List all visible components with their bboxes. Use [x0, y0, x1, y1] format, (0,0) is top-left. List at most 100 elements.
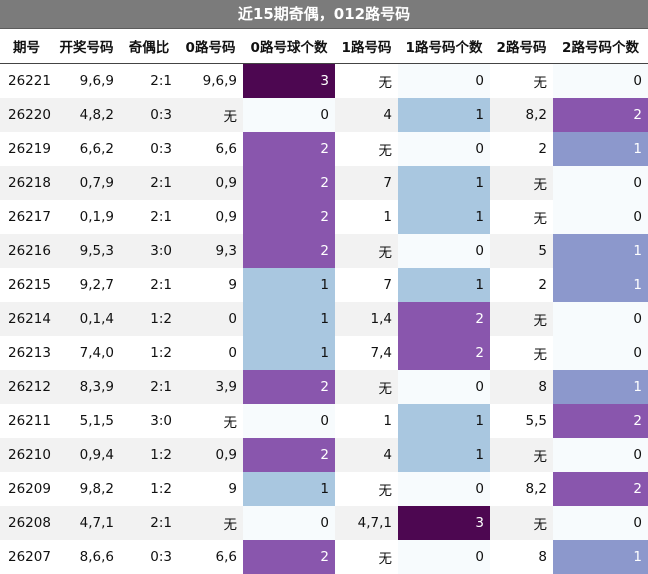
route0-numbers-cell: 6,6 — [178, 132, 243, 166]
route1-numbers-cell: 无 — [335, 132, 398, 166]
route0-numbers-cell: 0,9 — [178, 166, 243, 200]
route0-count-cell: 2 — [243, 438, 335, 472]
draw-numbers-cell: 9,6,9 — [53, 63, 120, 98]
issue-cell: 26214 — [0, 302, 53, 336]
route1-count-cell: 1 — [398, 200, 490, 234]
draw-numbers-cell: 7,4,0 — [53, 336, 120, 370]
route0-count-cell: 2 — [243, 370, 335, 404]
route0-numbers-cell: 6,6 — [178, 540, 243, 574]
route0-count-cell: 1 — [243, 302, 335, 336]
route1-numbers-cell: 无 — [335, 472, 398, 506]
odd-even-cell: 0:3 — [120, 132, 178, 166]
header-route0-numbers: 0路号码 — [178, 29, 243, 64]
issue-cell: 26213 — [0, 336, 53, 370]
odd-even-cell: 0:3 — [120, 540, 178, 574]
draw-numbers-cell: 8,6,6 — [53, 540, 120, 574]
odd-even-cell: 2:1 — [120, 200, 178, 234]
route0-count-cell: 2 — [243, 132, 335, 166]
table-title: 近15期奇偶，012路号码 — [0, 0, 648, 29]
issue-cell: 26218 — [0, 166, 53, 200]
route1-count-cell: 0 — [398, 63, 490, 98]
route0-numbers-cell: 9 — [178, 268, 243, 302]
header-row: 期号 开奖号码 奇偶比 0路号码 0路号球个数 1路号码 1路号码个数 2路号码… — [0, 29, 648, 64]
table-row: 26212 8,3,9 2:1 3,9 2 无 0 8 1 — [0, 370, 648, 404]
route2-count-cell: 2 — [553, 472, 648, 506]
odd-even-cell: 0:3 — [120, 98, 178, 132]
route1-count-cell: 1 — [398, 404, 490, 438]
table-row: 26219 6,6,2 0:3 6,6 2 无 0 2 1 — [0, 132, 648, 166]
draw-numbers-cell: 0,1,4 — [53, 302, 120, 336]
route1-count-cell: 0 — [398, 370, 490, 404]
table-row: 26214 0,1,4 1:2 0 1 1,4 2 无 0 — [0, 302, 648, 336]
route1-count-cell: 0 — [398, 234, 490, 268]
route2-numbers-cell: 无 — [490, 200, 553, 234]
draw-numbers-cell: 6,6,2 — [53, 132, 120, 166]
route1-numbers-cell: 1 — [335, 404, 398, 438]
table-row: 26213 7,4,0 1:2 0 1 7,4 2 无 0 — [0, 336, 648, 370]
route0-count-cell: 2 — [243, 200, 335, 234]
route1-count-cell: 0 — [398, 132, 490, 166]
issue-cell: 26208 — [0, 506, 53, 540]
route1-numbers-cell: 4 — [335, 438, 398, 472]
header-issue: 期号 — [0, 29, 53, 64]
header-route0-count: 0路号球个数 — [243, 29, 335, 64]
table-row: 26211 5,1,5 3:0 无 0 1 1 5,5 2 — [0, 404, 648, 438]
route2-count-cell: 0 — [553, 200, 648, 234]
issue-cell: 26219 — [0, 132, 53, 166]
route1-numbers-cell: 1 — [335, 200, 398, 234]
route2-numbers-cell: 2 — [490, 132, 553, 166]
header-odd-even-ratio: 奇偶比 — [120, 29, 178, 64]
route0-numbers-cell: 无 — [178, 506, 243, 540]
route2-numbers-cell: 无 — [490, 336, 553, 370]
odd-even-cell: 1:2 — [120, 472, 178, 506]
route2-count-cell: 0 — [553, 506, 648, 540]
route2-numbers-cell: 无 — [490, 506, 553, 540]
route1-numbers-cell: 无 — [335, 234, 398, 268]
route1-count-cell: 1 — [398, 438, 490, 472]
route1-numbers-cell: 无 — [335, 63, 398, 98]
route0-count-cell: 0 — [243, 98, 335, 132]
draw-numbers-cell: 0,1,9 — [53, 200, 120, 234]
route1-count-cell: 1 — [398, 166, 490, 200]
table-row: 26210 0,9,4 1:2 0,9 2 4 1 无 0 — [0, 438, 648, 472]
header-route2-numbers: 2路号码 — [490, 29, 553, 64]
route2-numbers-cell: 8 — [490, 540, 553, 574]
route2-numbers-cell: 2 — [490, 268, 553, 302]
table-row: 26220 4,8,2 0:3 无 0 4 1 8,2 2 — [0, 98, 648, 132]
odd-even-cell: 1:2 — [120, 438, 178, 472]
route0-count-cell: 1 — [243, 472, 335, 506]
route1-numbers-cell: 1,4 — [335, 302, 398, 336]
issue-cell: 26220 — [0, 98, 53, 132]
route0-numbers-cell: 0,9 — [178, 200, 243, 234]
table-row: 26209 9,8,2 1:2 9 1 无 0 8,2 2 — [0, 472, 648, 506]
route0-numbers-cell: 9,3 — [178, 234, 243, 268]
odd-even-cell: 2:1 — [120, 166, 178, 200]
issue-cell: 26209 — [0, 472, 53, 506]
issue-cell: 26210 — [0, 438, 53, 472]
table-row: 26207 8,6,6 0:3 6,6 2 无 0 8 1 — [0, 540, 648, 574]
odd-even-cell: 3:0 — [120, 234, 178, 268]
route2-numbers-cell: 无 — [490, 63, 553, 98]
table-row: 26218 0,7,9 2:1 0,9 2 7 1 无 0 — [0, 166, 648, 200]
table-row: 26215 9,2,7 2:1 9 1 7 1 2 1 — [0, 268, 648, 302]
issue-cell: 26215 — [0, 268, 53, 302]
route0-numbers-cell: 0,9 — [178, 438, 243, 472]
route1-count-cell: 0 — [398, 540, 490, 574]
draw-numbers-cell: 9,8,2 — [53, 472, 120, 506]
draw-numbers-cell: 9,2,7 — [53, 268, 120, 302]
lottery-table: 期号 开奖号码 奇偶比 0路号码 0路号球个数 1路号码 1路号码个数 2路号码… — [0, 29, 648, 574]
route0-numbers-cell: 无 — [178, 98, 243, 132]
route0-numbers-cell: 3,9 — [178, 370, 243, 404]
route2-count-cell: 1 — [553, 268, 648, 302]
route2-count-cell: 1 — [553, 132, 648, 166]
issue-cell: 26216 — [0, 234, 53, 268]
odd-even-cell: 2:1 — [120, 370, 178, 404]
odd-even-cell: 1:2 — [120, 336, 178, 370]
header-draw-numbers: 开奖号码 — [53, 29, 120, 64]
draw-numbers-cell: 8,3,9 — [53, 370, 120, 404]
route1-count-cell: 1 — [398, 268, 490, 302]
issue-cell: 26211 — [0, 404, 53, 438]
route0-numbers-cell: 0 — [178, 336, 243, 370]
route1-numbers-cell: 无 — [335, 540, 398, 574]
odd-even-cell: 2:1 — [120, 268, 178, 302]
